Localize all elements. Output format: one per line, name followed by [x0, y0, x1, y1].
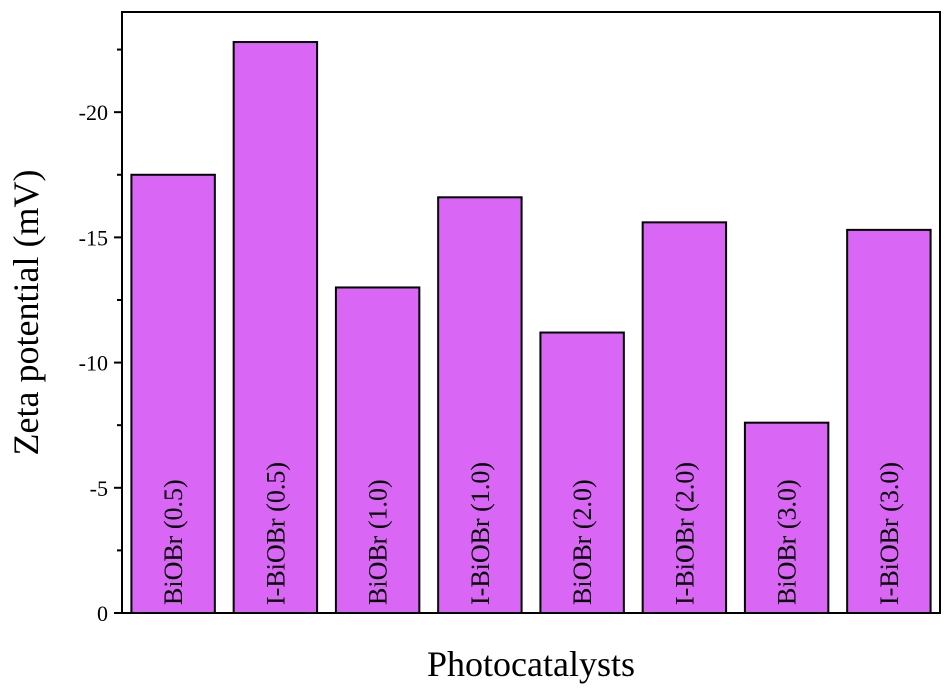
x-axis-title: Photocatalysts [427, 644, 635, 684]
bar-label: I-BiOBr (2.0) [670, 462, 699, 605]
bars-layer: BiOBr (0.5) I-BiOBr (0.5) BiOBr (1.0) I-BiO… [130, 41, 932, 615]
bar-label: BiOBr (0.5) [159, 479, 188, 605]
bar-label: BiOBr (2.0) [568, 479, 597, 605]
bar [334, 286, 421, 614]
y-tick-label: 0 [97, 601, 108, 626]
bar [130, 173, 216, 614]
bar-label: BiOBr (3.0) [773, 479, 802, 605]
plot-frame [121, 11, 941, 614]
bar-label: I-BiOBr (1.0) [466, 462, 495, 605]
bar-label: BiOBr (1.0) [364, 479, 393, 605]
y-tick-label: -10 [79, 351, 108, 376]
y-axis-ticks: 0 -5 -10 -15 -20 [79, 48, 122, 626]
bar [232, 41, 319, 615]
bar [641, 221, 728, 614]
bar-label: I-BiOBr (0.5) [261, 462, 290, 605]
y-tick-label: -5 [90, 476, 108, 501]
y-tick-label: -15 [79, 225, 108, 250]
y-axis-title: Zeta potential (mV) [6, 170, 46, 456]
bar [437, 196, 523, 615]
y-tick-label: -20 [79, 100, 108, 125]
bar-label: I-BiOBr (3.0) [875, 462, 904, 605]
bar [846, 228, 932, 615]
